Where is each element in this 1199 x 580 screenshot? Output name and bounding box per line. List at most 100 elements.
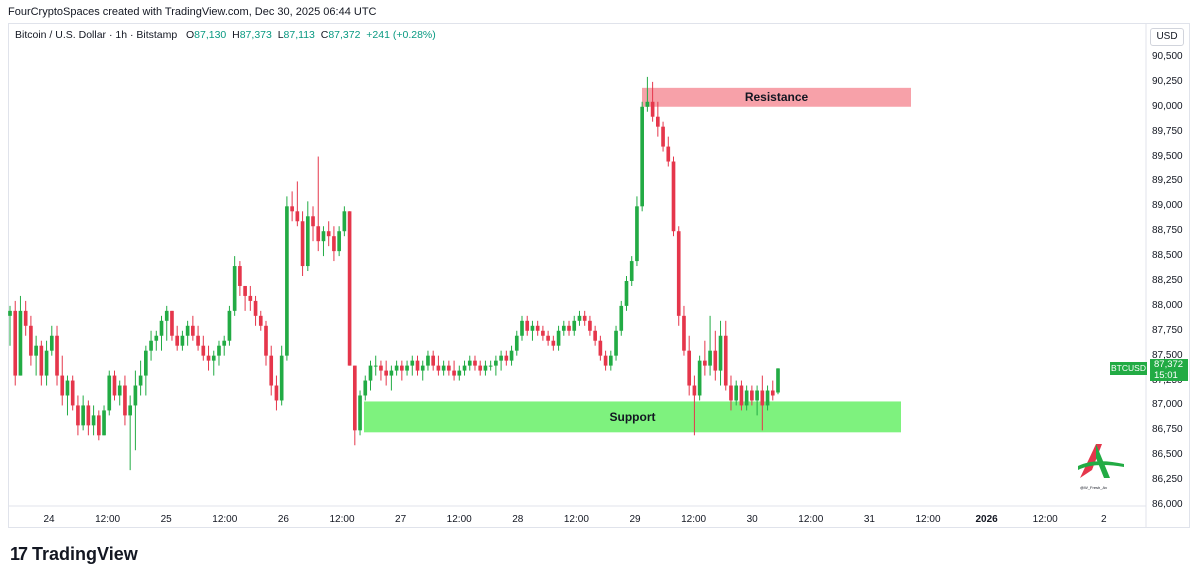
candle-body: [248, 295, 253, 301]
time-tick: 12:00: [681, 514, 707, 525]
support-label: Support: [609, 409, 656, 424]
attribution-text: FourCryptoSpaces created with TradingVie…: [8, 6, 377, 18]
candle-body: [269, 355, 274, 386]
candle-body: [34, 345, 38, 356]
price-tick: 87,000: [1152, 399, 1183, 411]
candle-body: [640, 106, 644, 207]
candle-body: [86, 405, 91, 426]
symbol-price-tag: BTCUSD: [1110, 362, 1147, 375]
candle-body: [227, 310, 232, 341]
price-tick: 88,250: [1152, 274, 1183, 286]
price-tick: 87,750: [1152, 324, 1183, 336]
price-tick: 89,250: [1152, 175, 1183, 187]
candle-body: [572, 320, 577, 331]
support-zone: [364, 401, 901, 433]
candle-body: [326, 231, 331, 237]
price-tick: 90,250: [1152, 75, 1183, 87]
legend-close-label: C: [320, 29, 329, 41]
candle-body: [431, 355, 436, 366]
resistance-label: Resistance: [744, 90, 809, 105]
price-tick: 90,500: [1152, 50, 1183, 62]
candle-body: [734, 385, 739, 401]
candle-body: [316, 226, 321, 242]
candle-body: [650, 101, 655, 117]
price-tick: 89,500: [1152, 150, 1183, 162]
candle-body: [582, 315, 587, 321]
candle-body: [253, 300, 258, 316]
candle-body: [467, 360, 472, 366]
currency-button[interactable]: USD: [1150, 28, 1184, 46]
candle-body: [666, 146, 671, 162]
candle-body: [332, 236, 336, 252]
candle-body: [211, 355, 216, 361]
time-tick: 26: [277, 514, 289, 525]
candle-body: [70, 380, 75, 406]
candle-body: [478, 365, 483, 371]
candle-body: [305, 216, 310, 267]
legend-high-label: H: [232, 29, 240, 41]
candle-body: [708, 350, 712, 366]
candle-body: [81, 405, 85, 426]
chart-zones: [364, 87, 911, 433]
chart-frame: [8, 23, 1190, 528]
candle-body: [687, 350, 692, 386]
candle-body: [671, 161, 676, 232]
candle-body: [441, 365, 446, 371]
candle-body: [608, 355, 613, 366]
time-tick: 12:00: [798, 514, 824, 525]
candle-body: [39, 345, 44, 376]
candle-body: [603, 355, 608, 366]
candle-body: [661, 126, 665, 147]
candle-body: [170, 310, 174, 336]
candle-body: [290, 206, 294, 212]
candle-body: [520, 320, 524, 336]
legend-close-value: 87,372: [328, 29, 361, 41]
candle-body: [264, 325, 268, 356]
candle-body: [682, 315, 686, 351]
candle-body: [488, 365, 493, 367]
legend-change: +241 (+0.28%): [366, 29, 436, 41]
candle-body: [447, 365, 451, 371]
price-tick: 88,750: [1152, 225, 1183, 237]
tradingview-brand[interactable]: 17 TradingView: [10, 544, 138, 565]
time-tick: 2: [1101, 514, 1107, 525]
candle-body: [457, 370, 462, 376]
time-tick: 12:00: [915, 514, 941, 525]
candle-body: [128, 405, 132, 416]
legend-high-value: 87,373: [239, 29, 272, 41]
time-tick: 30: [746, 514, 758, 525]
candle-body: [159, 320, 164, 336]
candle-body: [692, 385, 697, 396]
candle-body: [300, 221, 305, 267]
candle-body: [765, 390, 770, 406]
candle-body: [718, 335, 723, 371]
candle-body: [321, 231, 326, 242]
watermark-text: @W_Fresh_Av: [1080, 485, 1107, 490]
candle-body: [201, 345, 206, 356]
candle-body: [551, 340, 556, 346]
candle-body: [23, 310, 28, 326]
time-tick: 12:00: [446, 514, 472, 525]
candle-body: [384, 370, 388, 376]
time-tick: 12:00: [95, 514, 121, 525]
candle-body: [206, 355, 211, 361]
price-tick: 86,000: [1152, 499, 1183, 510]
candle-body: [755, 390, 759, 401]
candle-body: [483, 365, 488, 371]
candle-body: [420, 365, 425, 371]
time-tick: 12:00: [329, 514, 355, 525]
candle-body: [619, 305, 624, 331]
candle-body: [473, 360, 477, 366]
candle-body: [96, 415, 101, 436]
candle-body: [55, 335, 59, 376]
candle-body: [760, 390, 765, 406]
candle-body: [494, 360, 498, 366]
price-tick: 86,500: [1152, 449, 1183, 461]
candle-body: [394, 365, 399, 371]
candle-body: [656, 116, 660, 127]
price-tick: 90,000: [1152, 100, 1183, 112]
candle-body: [91, 415, 96, 426]
candle-body: [645, 101, 650, 107]
time-tick: 28: [512, 514, 524, 525]
